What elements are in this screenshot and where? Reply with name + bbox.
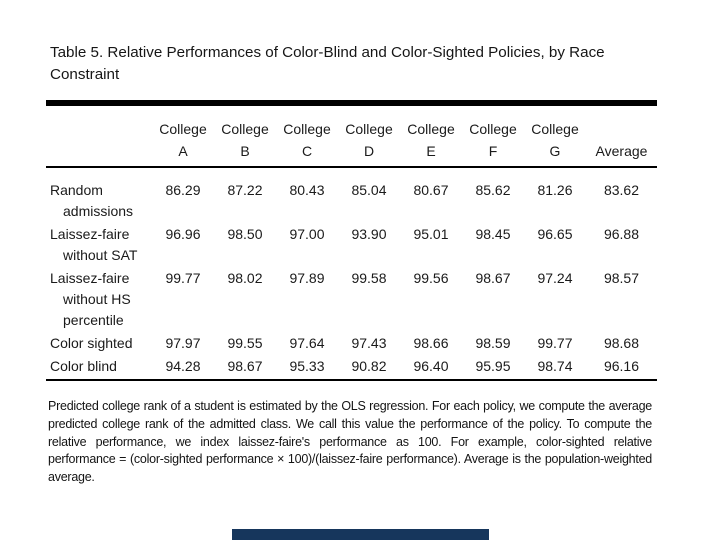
cell-value: 94.28 [165, 358, 201, 374]
column-header-average-label: Average [595, 143, 648, 159]
column-header-letter: B [240, 143, 250, 159]
cell-value: 85.62 [475, 182, 511, 198]
column-header-college-c: College C [276, 118, 338, 162]
row-label: Color blind [46, 356, 152, 377]
cell-value: 97.64 [289, 335, 325, 351]
table-row: Color sighted 97.97 99.55 97.64 97.43 98.66 98… [46, 333, 657, 354]
cell-value: 98.74 [537, 358, 573, 374]
table-header-row: College A College B College C College D College E… [46, 118, 657, 162]
cell-value: 96.96 [165, 226, 201, 242]
column-header-letter: A [178, 143, 188, 159]
cell-value: 98.59 [475, 335, 511, 351]
column-header-letter: E [426, 143, 436, 159]
cell-value: 99.58 [351, 270, 387, 286]
table-row: Laissez-faire without SAT 96.96 98.50 97.00 9… [46, 224, 657, 266]
table-footnote: Predicted college rank of a student is e… [48, 399, 652, 485]
row-label-line: Laissez-faire [50, 270, 130, 286]
cell-value: 81.26 [537, 182, 573, 198]
column-header-average: Average [586, 118, 657, 162]
cell-value: 97.00 [289, 226, 325, 242]
cell-value: 98.50 [227, 226, 263, 242]
column-header-college-d: College D [338, 118, 400, 162]
column-header-group-label: College [159, 121, 207, 137]
cell-value: 95.95 [475, 358, 511, 374]
column-header-group-label: College [283, 121, 331, 137]
column-header-college-b: College B [214, 118, 276, 162]
table-row: Color blind 94.28 98.67 95.33 90.82 96.40 95.9… [46, 356, 657, 377]
row-label: Laissez-faire without HS percentile [46, 268, 152, 331]
cell-value: 83.62 [603, 182, 640, 198]
column-header-group-label: College [407, 121, 455, 137]
cell-value: 86.29 [165, 182, 201, 198]
column-header-college-a: College A [152, 118, 214, 162]
cell-value: 95.01 [413, 226, 449, 242]
cell-value: 85.04 [351, 182, 387, 198]
cell-value: 99.77 [165, 270, 201, 286]
row-label-line: percentile [63, 312, 124, 328]
cell-value: 80.67 [413, 182, 449, 198]
table-header-rule [46, 166, 657, 168]
column-header-letter: G [549, 143, 561, 159]
row-label-line: Random [50, 182, 103, 198]
row-label: Color sighted [46, 333, 152, 354]
cell-value: 99.77 [537, 335, 573, 351]
cell-value: 97.97 [165, 335, 201, 351]
row-label-line: admissions [63, 203, 134, 219]
column-header-college-f: College F [462, 118, 524, 162]
cell-value: 98.57 [603, 270, 640, 286]
table-row: Random admissions 86.29 87.22 80.43 85.04 80.6… [46, 180, 657, 222]
row-label-line: Laissez-faire [50, 226, 130, 242]
cell-value: 97.24 [537, 270, 573, 286]
table-title: Table 5. Relative Performances of Color-… [50, 44, 605, 83]
cell-value: 99.55 [227, 335, 263, 351]
cell-value: 96.40 [413, 358, 449, 374]
cell-value: 95.33 [289, 358, 325, 374]
row-label: Laissez-faire without SAT [46, 224, 152, 266]
row-label-line: Color sighted [50, 335, 133, 351]
column-header-group-label: College [345, 121, 393, 137]
column-header-group-label: College [469, 121, 517, 137]
cell-value: 93.90 [351, 226, 387, 242]
column-header-letter: F [488, 143, 498, 159]
row-label-line: Color blind [50, 358, 117, 374]
column-header-group-label: College [531, 121, 579, 137]
row-label-line: without HS [63, 291, 131, 307]
cell-value: 98.67 [227, 358, 263, 374]
cell-value: 87.22 [227, 182, 263, 198]
row-label-line: without SAT [63, 247, 138, 263]
column-header-letter: C [301, 143, 313, 159]
cell-value: 98.66 [413, 335, 449, 351]
column-header-college-e: College E [400, 118, 462, 162]
column-header-stub [46, 118, 152, 162]
table-top-rule [46, 100, 657, 106]
cell-value: 98.02 [227, 270, 263, 286]
table-body: Random admissions 86.29 87.22 80.43 85.04 80.6… [46, 168, 657, 377]
cell-value: 96.16 [603, 358, 640, 374]
cell-value: 97.89 [289, 270, 325, 286]
column-header-letter: D [363, 143, 375, 159]
cell-value: 90.82 [351, 358, 387, 374]
column-header-college-g: College G [524, 118, 586, 162]
cell-value: 96.88 [603, 226, 640, 242]
cell-value: 80.43 [289, 182, 325, 198]
cell-value: 98.45 [475, 226, 511, 242]
table-row: Laissez-faire without HS percentile 99.77 98… [46, 268, 657, 331]
table-bottom-rule [46, 379, 657, 381]
row-label: Random admissions [46, 180, 152, 222]
cell-value: 96.65 [537, 226, 573, 242]
cell-value: 98.68 [603, 335, 640, 351]
cell-value: 97.43 [351, 335, 387, 351]
data-table: College A College B College C College D College E… [46, 118, 657, 381]
column-header-group-label: College [221, 121, 269, 137]
cell-value: 98.67 [475, 270, 511, 286]
cell-value: 99.56 [413, 270, 449, 286]
bottom-scrollbar-thumb[interactable] [232, 529, 489, 540]
